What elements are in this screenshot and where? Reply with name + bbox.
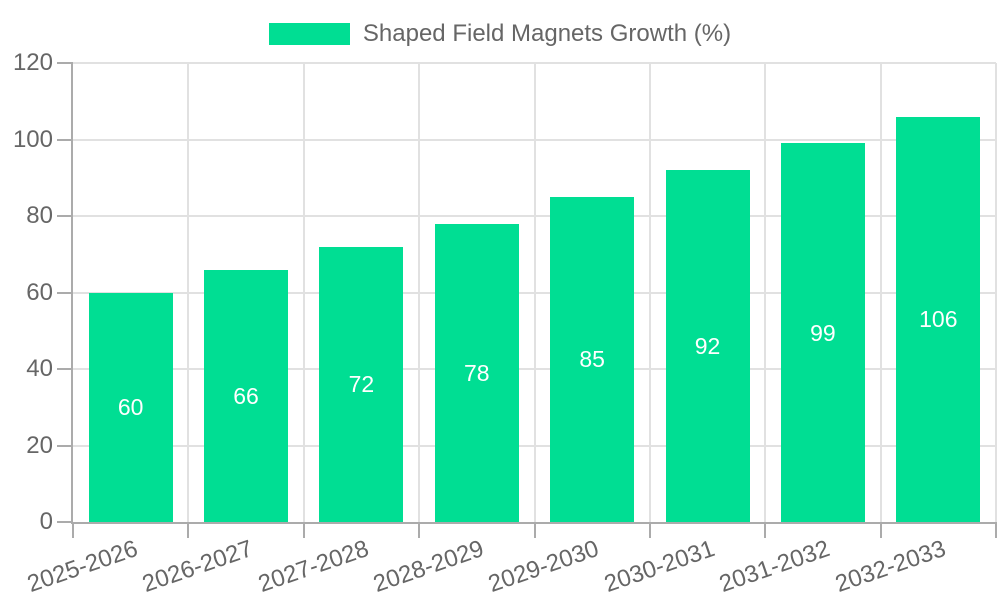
legend-swatch bbox=[268, 23, 350, 45]
x-axis-line bbox=[71, 522, 996, 524]
x-axis-tick bbox=[187, 522, 190, 538]
x-axis-tick bbox=[533, 522, 536, 538]
gridline-vertical bbox=[418, 63, 421, 522]
x-axis-label: 2032-2033 bbox=[831, 535, 949, 598]
gridline-vertical bbox=[302, 63, 305, 522]
bar-value-label: 99 bbox=[810, 319, 836, 346]
x-axis-tick bbox=[879, 522, 882, 538]
bar-value-label: 66 bbox=[233, 382, 259, 409]
y-axis-line bbox=[71, 63, 73, 522]
y-axis-tick-label: 40 bbox=[26, 355, 53, 382]
y-axis-tick bbox=[57, 215, 73, 217]
y-axis-tick bbox=[57, 138, 73, 141]
y-axis-tick-label: 120 bbox=[12, 49, 53, 76]
bar bbox=[319, 246, 404, 522]
gridline-vertical bbox=[995, 63, 997, 522]
x-axis-tick bbox=[995, 522, 997, 538]
y-axis-tick bbox=[57, 368, 73, 370]
chart-legend[interactable]: Shaped Field Magnets Growth (%) bbox=[0, 20, 1000, 48]
x-axis-label: 2026-2027 bbox=[139, 535, 257, 598]
x-axis-label: 2029-2030 bbox=[485, 535, 603, 598]
gridline-vertical bbox=[764, 63, 767, 522]
y-axis-tick-label: 60 bbox=[26, 278, 53, 306]
x-axis-label: 2030-2031 bbox=[600, 535, 719, 598]
x-axis-tick bbox=[764, 522, 767, 538]
bar-value-label: 78 bbox=[464, 359, 490, 386]
bar bbox=[88, 292, 173, 522]
bar bbox=[896, 116, 981, 522]
x-axis-tick bbox=[418, 522, 421, 538]
x-axis-tick bbox=[648, 522, 651, 538]
bar-value-label: 72 bbox=[348, 371, 375, 398]
x-axis-label: 2031-2032 bbox=[716, 535, 834, 598]
x-axis-label: 2028-2029 bbox=[369, 535, 488, 598]
gridline-vertical bbox=[533, 63, 536, 522]
bar-value-label: 106 bbox=[919, 306, 958, 333]
y-axis-tick bbox=[57, 62, 73, 64]
y-axis-tick bbox=[57, 291, 73, 294]
x-axis-tick bbox=[302, 522, 305, 538]
bar-value-label: 92 bbox=[694, 333, 721, 360]
y-axis-tick-label: 0 bbox=[39, 508, 53, 535]
bar-value-label: 60 bbox=[117, 394, 144, 421]
bar bbox=[665, 170, 750, 522]
gridline-vertical bbox=[648, 63, 651, 522]
bar bbox=[780, 143, 865, 522]
bar bbox=[550, 196, 635, 522]
x-axis-tick bbox=[72, 522, 74, 538]
y-axis-tick-label: 20 bbox=[26, 431, 53, 459]
bar bbox=[434, 223, 519, 522]
gridline-vertical bbox=[187, 63, 190, 522]
bar bbox=[204, 269, 289, 522]
y-axis-tick bbox=[57, 521, 73, 523]
y-axis-tick-label: 80 bbox=[26, 202, 53, 229]
legend-label: Shaped Field Magnets Growth (%) bbox=[362, 20, 732, 47]
y-axis-tick-label: 100 bbox=[12, 125, 53, 153]
x-axis-label: 2027-2028 bbox=[254, 535, 372, 598]
x-axis-label: 2025-2026 bbox=[23, 535, 142, 598]
y-axis-tick bbox=[57, 444, 73, 447]
gridline-vertical bbox=[879, 63, 882, 522]
bar-value-label: 85 bbox=[579, 346, 605, 373]
